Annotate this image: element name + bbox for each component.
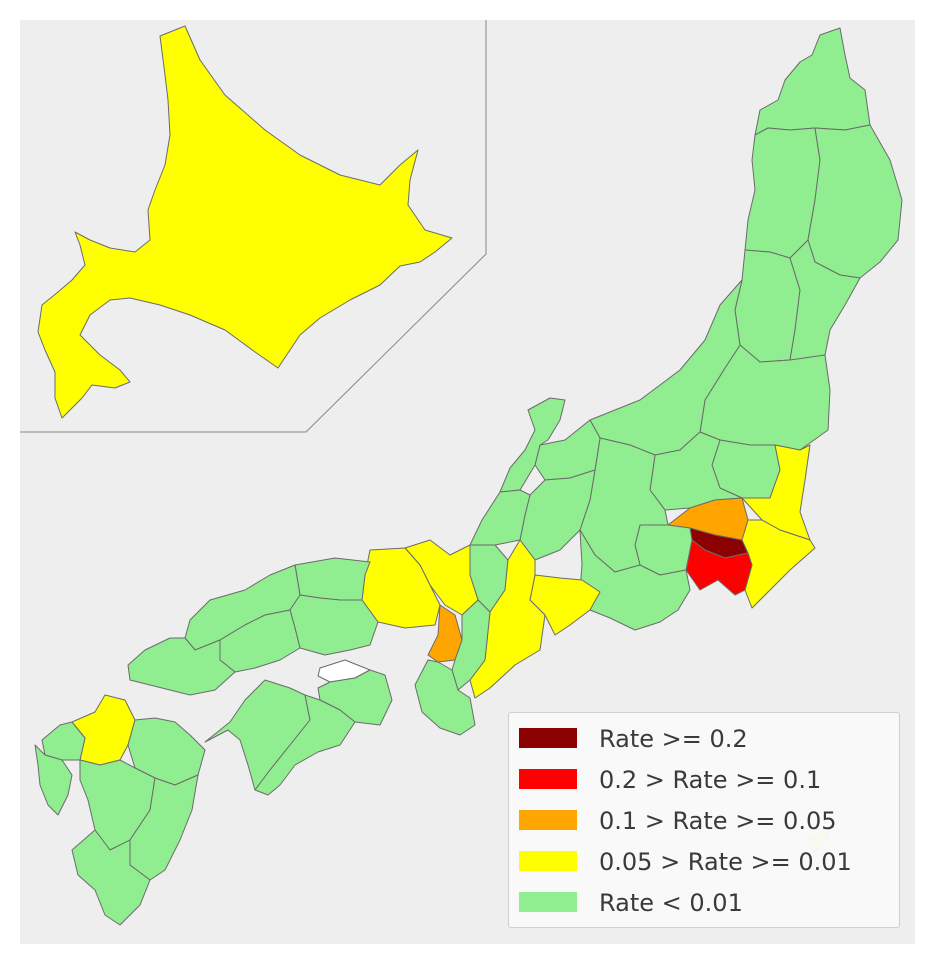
legend-label: 0.1 > Rate >= 0.05 [599,807,837,835]
prefecture-nara[interactable] [451,599,491,691]
prefecture-nagasaki[interactable] [34,744,73,816]
prefecture-hokkaido[interactable] [37,25,453,419]
map-legend: Rate >= 0.2 0.2 > Rate >= 0.1 0.1 > Rate… [508,712,900,928]
legend-swatch-dark-red [519,728,577,748]
prefecture-osaka[interactable] [427,604,463,663]
prefecture-tokushima[interactable] [317,669,393,726]
prefecture-wakayama[interactable] [414,659,476,736]
prefecture-yamaguchi[interactable] [127,637,236,696]
legend-label: Rate < 0.01 [599,889,743,917]
legend-label: Rate >= 0.2 [599,725,748,753]
legend-label: 0.05 > Rate >= 0.01 [599,848,852,876]
legend-swatch-red [519,769,577,789]
hokkaido-inset-frame [20,20,487,433]
prefecture-iwate[interactable] [807,124,903,279]
legend-swatch-light-green [519,892,577,912]
prefecture-kanagawa[interactable] [685,539,753,596]
legend-label: 0.2 > Rate >= 0.1 [599,766,822,794]
prefecture-kochi[interactable] [254,694,356,796]
legend-swatch-orange [519,810,577,830]
legend-swatch-yellow [519,851,577,871]
prefecture-miyagi[interactable] [789,239,861,361]
prefecture-okayama[interactable] [289,594,379,656]
prefecture-miyazaki[interactable] [129,774,199,881]
prefecture-tottori[interactable] [294,557,371,601]
prefecture-ishikawa[interactable] [499,397,566,493]
prefecture-yamagata[interactable] [734,249,801,363]
prefecture-kagoshima[interactable] [71,829,151,926]
